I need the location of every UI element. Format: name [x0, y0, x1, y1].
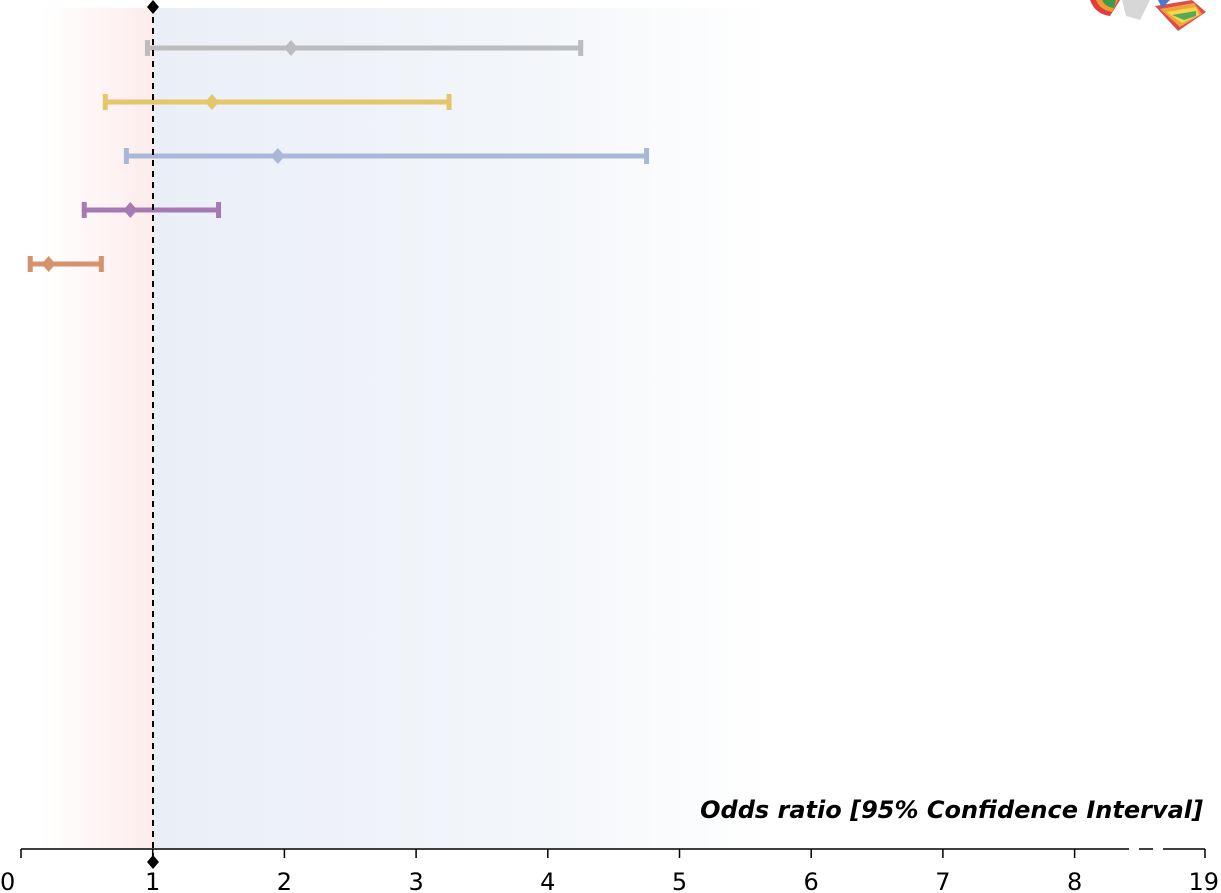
series-row-5	[27, 256, 104, 272]
rainbow-ribbon-logo-icon	[1090, 0, 1206, 31]
x-tick-label-6: 6	[804, 868, 819, 893]
x-axis: 0 1 2 3 4 5 6 7 8 19	[0, 848, 1219, 893]
x-axis-label: Odds ratio [95% Confidence Interval]	[700, 796, 1203, 824]
odds-ratio-marker-5	[41, 256, 56, 272]
odds-ratio-marker-2	[204, 94, 219, 110]
series-row-2	[102, 94, 452, 110]
x-tick-label-2: 2	[277, 868, 292, 893]
reference-bottom-marker	[147, 855, 159, 869]
odds-ratio-marker-4	[123, 202, 138, 218]
x-tick-label-1: 1	[145, 868, 160, 893]
ticks-layer: 0 1 2 3 4 5 6 7 8 19	[0, 849, 1219, 893]
x-tick-label-7: 7	[935, 868, 950, 893]
x-tick-label-19: 19	[1188, 868, 1219, 893]
series-row-4	[81, 202, 222, 218]
odds-ratio-marker-1	[283, 40, 298, 56]
lower-risk-band	[40, 8, 153, 848]
series-row-3	[123, 148, 650, 164]
reference-top-marker	[147, 0, 159, 14]
x-tick-label-4: 4	[540, 868, 555, 893]
odds-ratio-marker-3	[270, 148, 285, 164]
x-tick-label-5: 5	[672, 868, 687, 893]
higher-risk-band	[153, 8, 773, 848]
x-tick-label-8: 8	[1067, 868, 1082, 893]
series-row-1	[144, 40, 584, 56]
series-layer	[27, 40, 650, 272]
x-tick-label-3: 3	[408, 868, 423, 893]
x-tick-label-0: 0	[0, 868, 15, 893]
